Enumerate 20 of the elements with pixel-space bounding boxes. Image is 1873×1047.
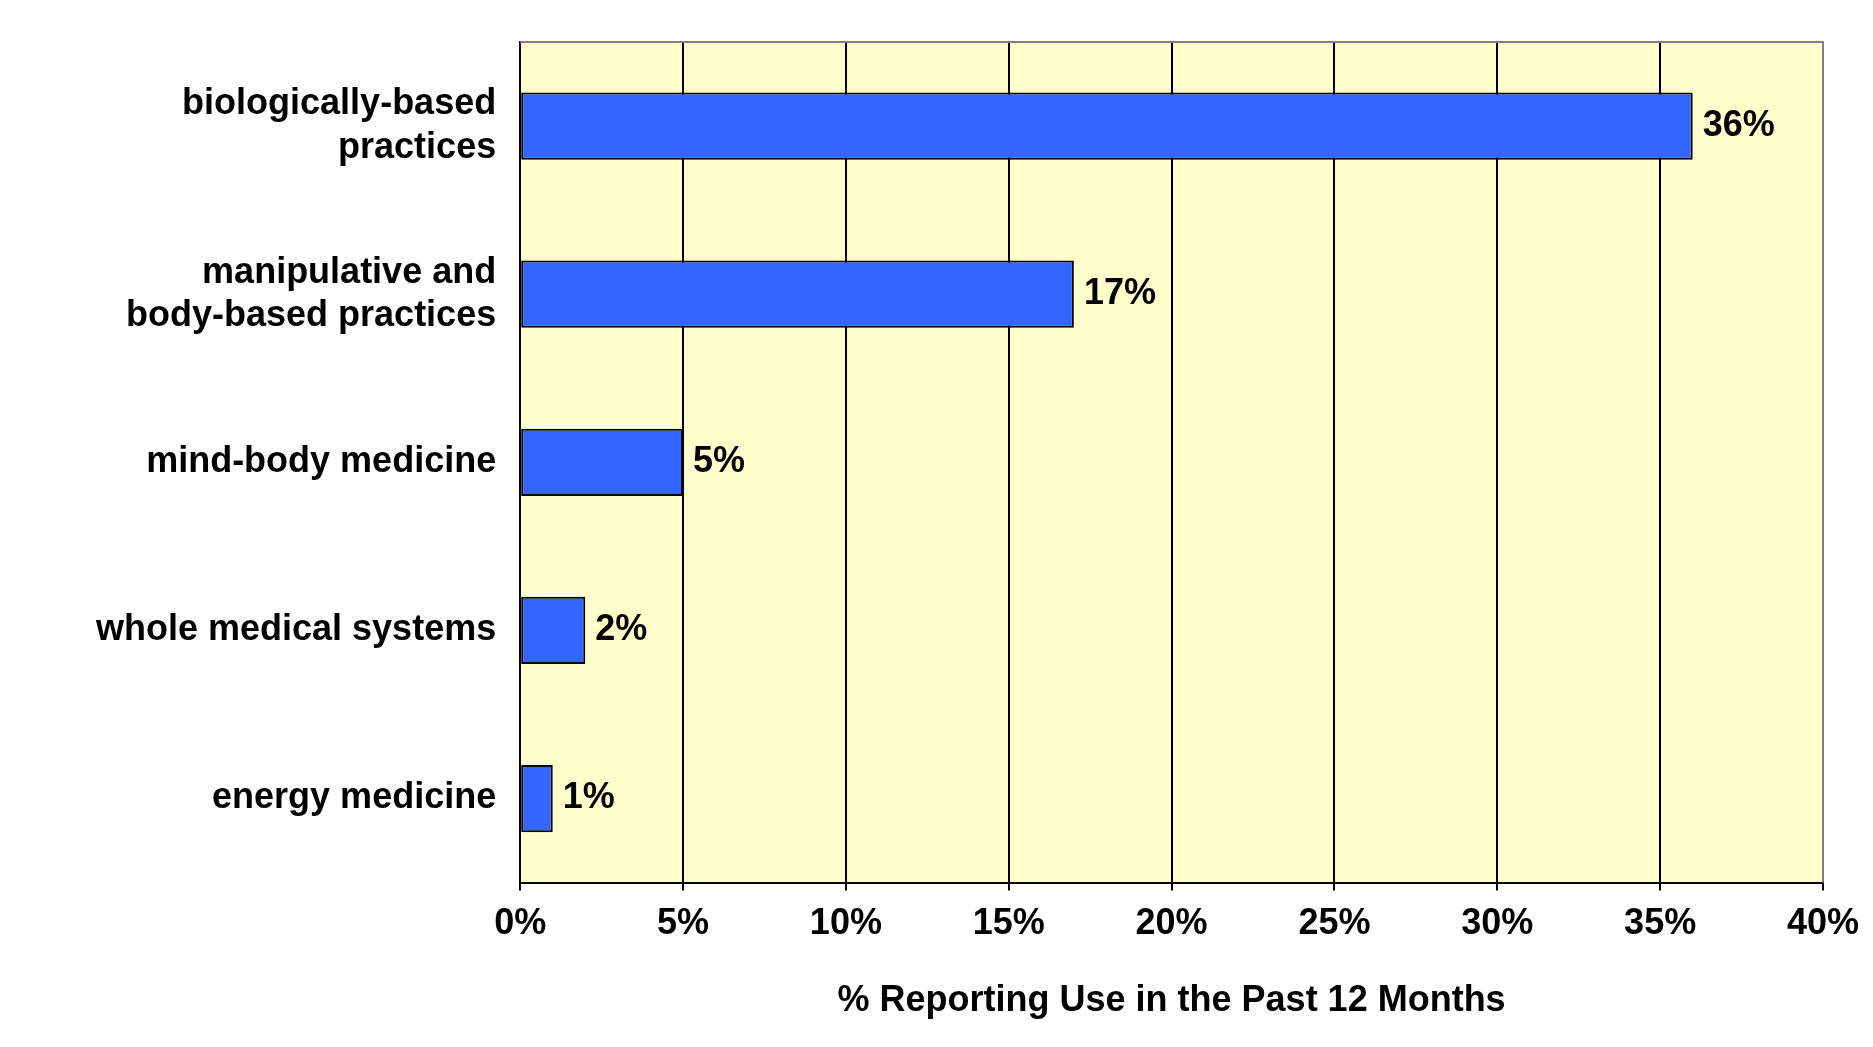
x-tick-label: 40% xyxy=(1786,901,1860,943)
y-tick-label: biologically-based practices xyxy=(182,81,497,166)
x-tick-label: 25% xyxy=(1298,901,1371,943)
y-tick-label: whole medical systems xyxy=(95,607,497,649)
data-label: 2% xyxy=(595,607,648,649)
x-tick-label: 10% xyxy=(809,901,882,943)
data-label: 17% xyxy=(1083,271,1156,313)
y-tick-label: mind-body medicine xyxy=(146,439,497,481)
x-tick-label: 30% xyxy=(1461,901,1534,943)
x-tick-label: 5% xyxy=(657,901,710,943)
y-tick-label: energy medicine xyxy=(212,775,497,817)
x-tick-label: 20% xyxy=(1135,901,1208,943)
x-axis-title: % Reporting Use in the Past 12 Months xyxy=(837,978,1506,1020)
data-label: 5% xyxy=(693,439,746,481)
y-tick-label: manipulative and body-based practices xyxy=(126,249,497,334)
x-tick-label: 35% xyxy=(1624,901,1697,943)
x-tick-label: 15% xyxy=(972,901,1045,943)
x-tick-label: 0% xyxy=(494,901,547,943)
data-label: 36% xyxy=(1702,102,1775,144)
data-label: 1% xyxy=(562,775,615,817)
